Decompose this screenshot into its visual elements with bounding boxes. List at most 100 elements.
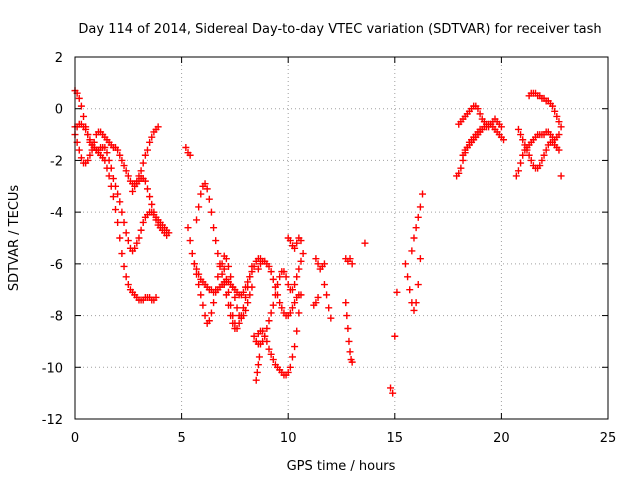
data-point — [118, 250, 126, 258]
chart-title: Day 114 of 2014, Sidereal Day-to-day VTE… — [78, 22, 601, 37]
data-point — [139, 218, 147, 226]
data-point — [500, 136, 508, 144]
x-tick-label: 5 — [177, 431, 185, 446]
data-point — [248, 268, 256, 276]
data-point — [408, 247, 416, 255]
data-point — [218, 270, 226, 278]
data-point — [269, 356, 277, 364]
data-point — [346, 348, 354, 356]
data-point — [278, 304, 286, 312]
data-point — [519, 136, 527, 144]
data-point — [84, 131, 92, 139]
data-point — [274, 291, 282, 299]
data-point — [229, 319, 237, 327]
data-point — [152, 293, 160, 301]
data-point — [348, 260, 356, 268]
data-point — [536, 162, 544, 170]
data-point — [80, 112, 88, 120]
data-point — [201, 312, 209, 320]
data-point — [342, 299, 350, 307]
data-point — [476, 128, 484, 136]
data-point — [114, 190, 122, 198]
data-point — [497, 123, 505, 131]
data-point — [414, 213, 422, 221]
data-point — [457, 164, 465, 172]
data-point — [555, 131, 563, 139]
y-tick-label: -2 — [50, 154, 63, 169]
data-point — [551, 107, 559, 115]
data-point — [105, 172, 113, 180]
data-point — [143, 185, 151, 193]
data-point — [259, 327, 267, 335]
data-point — [188, 250, 196, 258]
data-point — [345, 337, 353, 345]
data-point — [288, 353, 296, 361]
y-tick-label: -4 — [50, 206, 63, 221]
data-points — [71, 87, 565, 397]
data-point — [227, 312, 235, 320]
data-point — [146, 138, 154, 146]
data-point — [193, 216, 201, 224]
data-point — [474, 105, 482, 113]
data-point — [195, 203, 203, 211]
data-point — [295, 265, 303, 273]
data-point — [210, 299, 218, 307]
data-point — [361, 239, 369, 247]
data-point — [122, 229, 130, 237]
data-point — [107, 164, 115, 172]
data-point — [549, 102, 557, 110]
data-point — [327, 314, 335, 322]
data-point — [109, 193, 117, 201]
data-point — [286, 309, 294, 317]
data-point — [227, 273, 235, 281]
data-point — [216, 260, 224, 268]
data-point — [404, 273, 412, 281]
data-point — [261, 332, 269, 340]
data-point — [214, 250, 222, 258]
data-point — [242, 293, 250, 301]
data-point — [412, 299, 420, 307]
data-point — [114, 218, 122, 226]
data-point — [165, 229, 173, 237]
data-point — [75, 146, 83, 154]
data-point — [348, 358, 356, 366]
data-point — [116, 198, 124, 206]
data-point — [269, 275, 277, 283]
data-point — [517, 131, 525, 139]
data-point — [244, 278, 252, 286]
data-point — [116, 151, 124, 159]
data-point — [124, 172, 132, 180]
y-tick-label: -12 — [42, 413, 63, 428]
data-point — [557, 172, 565, 180]
data-point — [137, 226, 145, 234]
data-point — [235, 319, 243, 327]
data-point — [391, 332, 399, 340]
data-point — [284, 281, 292, 289]
data-point — [195, 270, 203, 278]
data-point — [293, 273, 301, 281]
data-point — [286, 237, 294, 245]
data-point — [122, 167, 130, 175]
data-point — [233, 325, 241, 332]
data-point — [314, 260, 322, 268]
data-point — [212, 237, 220, 245]
data-point — [118, 156, 126, 164]
data-point — [267, 268, 275, 276]
data-point — [197, 190, 205, 198]
data-point — [323, 291, 331, 299]
data-point — [325, 304, 333, 312]
data-point — [293, 327, 301, 335]
data-point — [131, 182, 139, 190]
data-point — [139, 159, 147, 167]
data-point — [252, 376, 260, 384]
data-point — [77, 154, 85, 162]
data-point — [131, 244, 139, 252]
data-point — [246, 291, 254, 299]
data-point — [203, 185, 211, 193]
data-point — [141, 151, 149, 159]
data-point — [291, 244, 299, 252]
data-point — [112, 182, 120, 190]
x-tick-label: 20 — [493, 431, 510, 446]
data-point — [419, 190, 427, 198]
data-point — [271, 283, 279, 291]
